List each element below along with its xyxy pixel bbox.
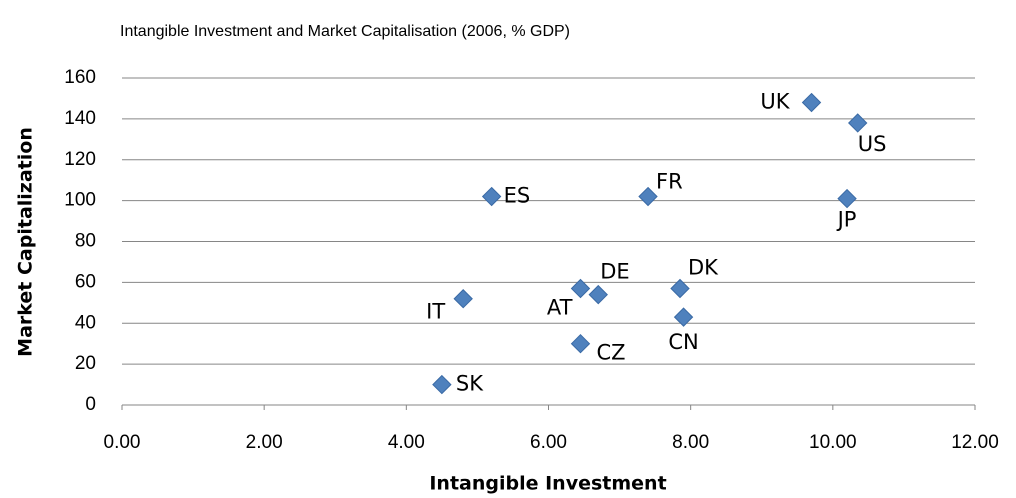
point-label: FR (656, 170, 683, 194)
x-tick-label: 10.00 (809, 432, 857, 453)
point-label: ES (504, 184, 531, 208)
point-label: AT (547, 296, 573, 320)
point-label: DK (688, 256, 719, 280)
x-tick-label: 6.00 (530, 432, 567, 453)
point (432, 374, 452, 395)
x-tick-label: 12.00 (951, 432, 999, 453)
point (570, 278, 591, 299)
point (570, 333, 591, 354)
y-tick-label: 0 (85, 394, 96, 415)
point (588, 284, 608, 305)
point (673, 307, 694, 327)
y-tick-label: 100 (64, 190, 96, 211)
x-tick-label: 8.00 (672, 432, 709, 453)
x-tick-label: 2.00 (246, 432, 283, 453)
point (801, 92, 822, 113)
chart-title: Intangible Investment and Market Capital… (120, 23, 570, 40)
point (481, 186, 502, 207)
point-label: CN (668, 330, 698, 354)
point-label: UK (760, 90, 790, 114)
y-tick-label: 120 (64, 149, 96, 170)
point (638, 186, 658, 207)
point (837, 188, 857, 209)
y-tick-label: 20 (75, 353, 96, 374)
point-label: SK (456, 372, 484, 396)
y-axis-label: Market Capitalization (15, 127, 37, 357)
y-tick-label: 60 (75, 271, 96, 292)
point (670, 278, 690, 299)
point-label: JP (836, 208, 857, 232)
point-label: CZ (596, 341, 625, 365)
point (848, 113, 868, 133)
y-tick-label: 40 (75, 312, 96, 333)
point-label: DE (600, 260, 629, 284)
point-label: US (858, 132, 887, 156)
x-tick-label: 0.00 (104, 432, 141, 453)
x-tick-label: 4.00 (388, 432, 425, 453)
point-label: IT (426, 300, 445, 324)
y-tick-label: 80 (75, 231, 96, 252)
x-axis-label: Intangible Investment (429, 473, 666, 495)
point (453, 289, 473, 309)
y-tick-label: 140 (64, 108, 96, 129)
y-tick-label: 160 (64, 67, 96, 88)
